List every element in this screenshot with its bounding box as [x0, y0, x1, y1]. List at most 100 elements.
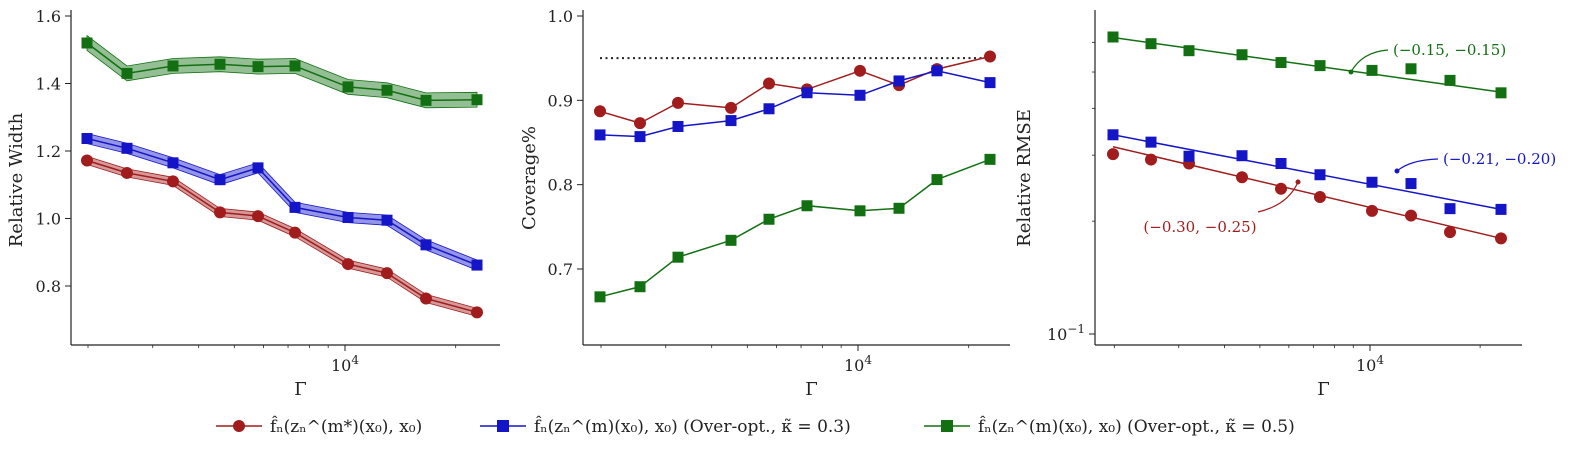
data-point [471, 259, 483, 271]
x-tick-label: 104 [331, 353, 359, 375]
y-tick-label: 0.9 [548, 91, 573, 110]
fit-line [1112, 36, 1502, 93]
data-point [381, 84, 393, 96]
data-point [1405, 178, 1417, 190]
data-point [672, 251, 684, 263]
data-point [381, 214, 393, 226]
y-axis-label: Relative RMSE [1014, 109, 1035, 247]
series-2 [594, 153, 996, 303]
slope-annotation-2: (−0.15, −0.15) [1348, 41, 1506, 75]
annotation-text: (−0.21, −0.20) [1443, 150, 1556, 168]
series-0 [594, 50, 996, 130]
annotation-text: (−0.15, −0.15) [1393, 41, 1506, 59]
data-point [1444, 226, 1456, 239]
data-point [1107, 129, 1119, 141]
data-point [893, 75, 905, 87]
y-tick-label: 1.0 [548, 7, 573, 26]
slope-annotation-0: (−0.30, −0.25) [1143, 179, 1301, 236]
data-point [252, 210, 264, 223]
data-point [471, 306, 483, 319]
series-0 [81, 154, 483, 319]
panel-relative-width: 104 0.8 1.0 1.2 1.4 1.6 Γ Relative Width [6, 7, 500, 400]
data-point [289, 60, 301, 72]
data-point [1495, 87, 1507, 99]
data-point [763, 77, 775, 90]
legend-marker-red [233, 420, 245, 432]
data-point [594, 291, 606, 303]
data-point [725, 234, 737, 246]
data-point [121, 142, 133, 154]
slope-annotation-1: (−0.21, −0.20) [1394, 150, 1556, 174]
data-point [854, 89, 866, 101]
data-point [1314, 191, 1326, 204]
data-point [1275, 182, 1287, 195]
data-point [214, 58, 226, 70]
data-point [1107, 148, 1119, 161]
data-point [214, 174, 226, 186]
data-point [801, 200, 813, 212]
annotation-arrow [1396, 158, 1439, 172]
legend: f̂ₙ(zₙ^(m*)(x₀), x₀) f̂ₙ(zₙ^(m)(x₀), x₀)… [216, 416, 1295, 437]
data-point [1275, 57, 1287, 69]
series-line [599, 158, 991, 298]
series-1 [1107, 129, 1507, 215]
data-point [984, 77, 996, 89]
data-point [1275, 158, 1287, 170]
y-axis-label: Coverage% [519, 126, 540, 230]
series-line [599, 55, 991, 124]
data-point [420, 292, 432, 305]
data-point [594, 129, 606, 141]
data-point [252, 162, 264, 174]
data-point [1314, 169, 1326, 181]
data-point [931, 65, 943, 77]
series-line [86, 137, 478, 266]
x-axis-label: Γ [1317, 379, 1330, 400]
data-point [854, 205, 866, 217]
data-point [984, 50, 996, 63]
data-point [167, 175, 179, 188]
annotation-arrow [1257, 181, 1299, 213]
data-point [420, 94, 432, 106]
data-point [1183, 150, 1195, 162]
data-point [167, 60, 179, 72]
data-point [854, 64, 866, 77]
data-point [1366, 204, 1378, 217]
data-point [471, 94, 483, 106]
data-point [1183, 45, 1195, 57]
y-tick-label: 1.0 [36, 210, 61, 229]
legend-marker-green [941, 420, 953, 432]
data-point [634, 131, 646, 143]
data-point [1236, 150, 1248, 162]
data-point [342, 211, 354, 223]
annotation-arrowhead [1394, 168, 1400, 174]
y-axis-label: Relative Width [6, 112, 27, 247]
y-tick-label: 10−1 [1047, 322, 1085, 344]
data-point [1145, 38, 1157, 50]
data-point [289, 201, 301, 213]
legend-entry-green: f̂ₙ(zₙ^(m)(x₀), x₀) (Over-opt., κ̃ = 0.5… [924, 416, 1295, 437]
y-tick-label: 0.7 [548, 260, 573, 279]
data-point [672, 120, 684, 132]
data-point [763, 103, 775, 115]
data-point [420, 239, 432, 251]
x-tick-label: 104 [1356, 353, 1384, 375]
data-point [214, 206, 226, 219]
data-point [252, 61, 264, 73]
x-tick-label: 104 [844, 353, 872, 375]
fit-line [1112, 134, 1502, 211]
data-point [725, 115, 737, 127]
data-point [1405, 209, 1417, 222]
data-point [1366, 176, 1378, 188]
data-point [893, 202, 905, 214]
data-point [1366, 64, 1378, 76]
annotation-arrowhead [1348, 69, 1354, 75]
data-point [81, 133, 93, 145]
series-2 [81, 34, 483, 109]
data-point [1444, 203, 1456, 215]
data-point [1495, 203, 1507, 215]
data-point [1145, 153, 1157, 166]
data-point [594, 105, 606, 118]
series-2 [1107, 31, 1507, 99]
data-point [1495, 232, 1507, 245]
